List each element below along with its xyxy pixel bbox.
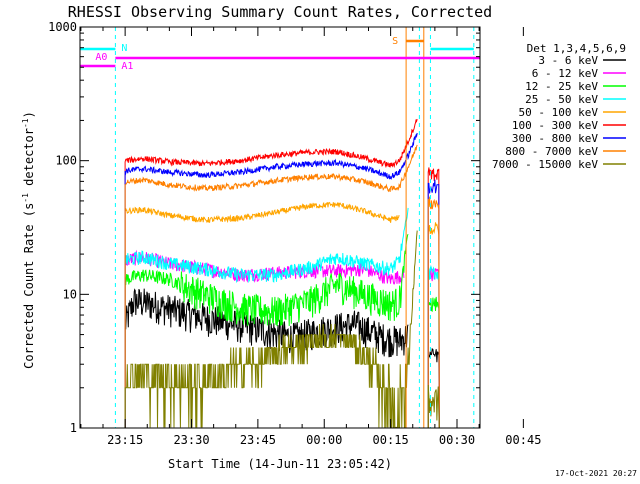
series-line-1 <box>124 288 409 428</box>
annotation-s: S <box>392 36 398 47</box>
series-line-4 <box>124 207 409 428</box>
post-gap-line-8 <box>427 196 440 429</box>
post-gap-line-5 <box>427 222 440 429</box>
x-tick-label: 23:45 <box>240 433 276 447</box>
post-gap-line-7 <box>427 179 440 429</box>
x-axis-label: Start Time (14-Jun-11 23:05:42) <box>168 457 392 471</box>
legend-label: 25 - 50 keV <box>525 93 598 106</box>
plot-area: A0 A1 N S <box>79 27 480 429</box>
x-tick-label: 00:15 <box>373 433 409 447</box>
x-tick-label: 00:00 <box>306 433 342 447</box>
legend-label: 100 - 300 keV <box>512 119 598 132</box>
post-gap-line-6 <box>427 167 440 429</box>
chart-title: RHESSI Observing Summary Count Rates, Co… <box>68 3 492 21</box>
timestamp: 17-Oct-2021 20:27 <box>555 469 637 478</box>
x-tick-label: 00:30 <box>439 433 475 447</box>
legend-label: 3 - 6 keV <box>538 54 598 67</box>
y-tick-label: 1 <box>70 421 77 435</box>
legend-label: 50 - 100 keV <box>519 106 599 119</box>
legend-header: Det 1,3,4,5,6,9 <box>527 42 626 55</box>
legend-label: 6 - 12 keV <box>532 67 599 80</box>
series-line-3 <box>124 233 409 428</box>
y-tick-label: 100 <box>55 154 77 168</box>
x-tick-label: 23:15 <box>107 433 143 447</box>
series-line-7 <box>124 132 418 428</box>
series-line-5 <box>124 201 400 428</box>
annotation-n: N <box>121 43 127 54</box>
x-tick-label: 23:30 <box>173 433 209 447</box>
y-axis-label: Corrected Count Rate (s-1 detector-1) <box>21 111 36 369</box>
x-tick-label: 00:45 <box>505 433 541 447</box>
post-gap-line-1 <box>427 348 440 429</box>
post-gap-line-3 <box>427 296 440 429</box>
series-line-8 <box>124 144 418 428</box>
series-line-9 <box>124 230 418 428</box>
annotation-a0: A0 <box>95 52 107 63</box>
legend-label: 12 - 25 keV <box>525 80 598 93</box>
legend-label: 300 - 800 keV <box>512 132 598 145</box>
post-gap-line-9 <box>427 384 440 429</box>
annotation-a1: A1 <box>121 61 133 72</box>
y-tick-label: 1000 <box>48 20 77 34</box>
y-tick-label: 10 <box>63 287 77 301</box>
post-gap-line-4 <box>427 264 440 429</box>
legend-label: 7000 - 15000 keV <box>492 158 598 171</box>
axes: 1 10 100 1000 23:15 23:30 23:45 00:00 00:15 00:30… <box>48 20 541 447</box>
series-line-6 <box>124 118 418 428</box>
legend-label: 800 - 7000 keV <box>505 145 598 158</box>
